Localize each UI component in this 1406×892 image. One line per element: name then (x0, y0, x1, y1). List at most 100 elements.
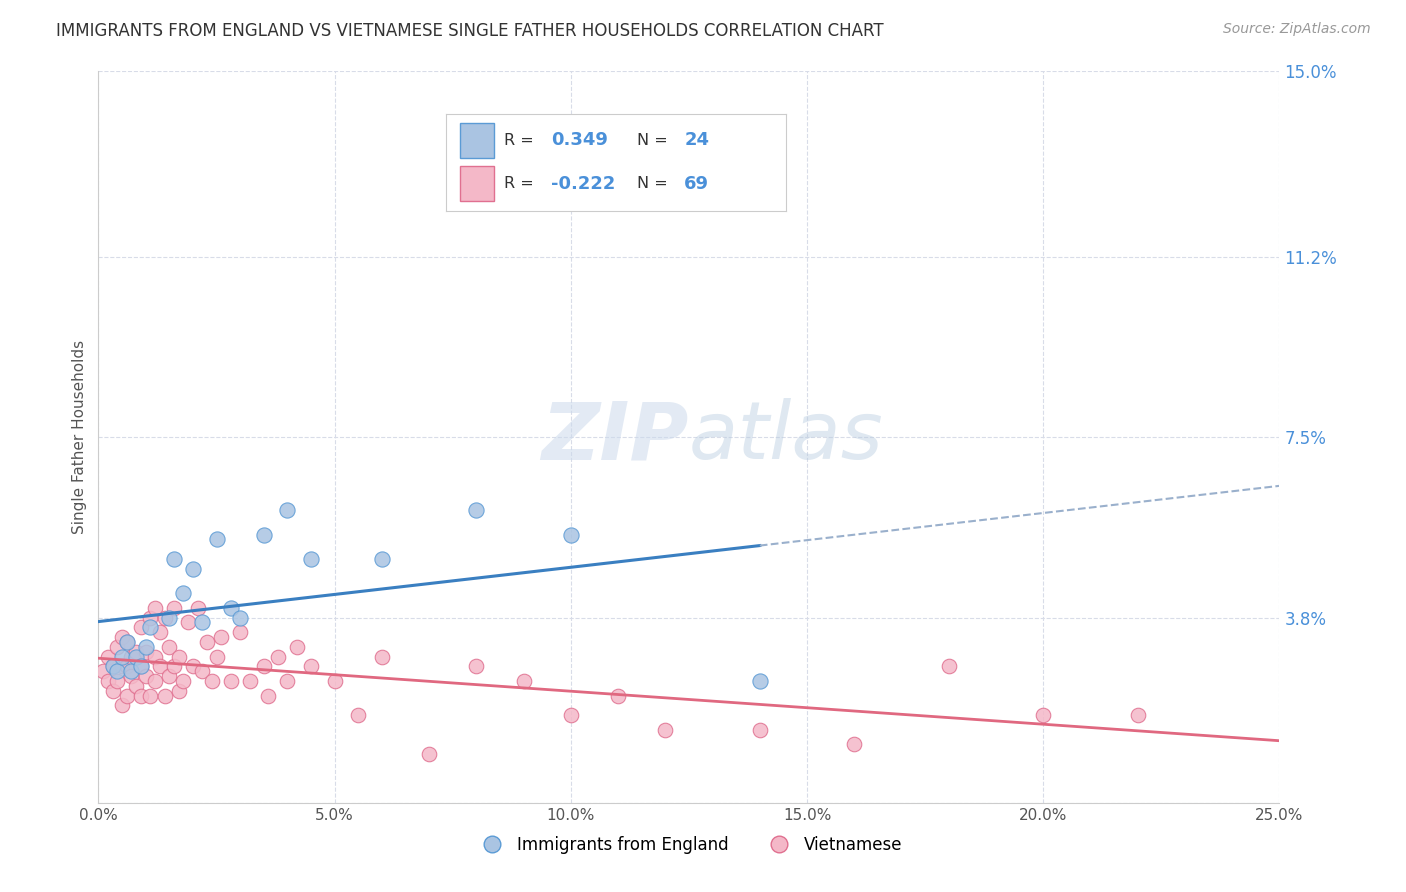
Point (209, 630, 232, 644)
Point (143, 600, 166, 615)
Point (172, 586, 194, 600)
Text: 69: 69 (685, 175, 709, 193)
Text: 24: 24 (685, 131, 709, 149)
Point (143, 649, 166, 664)
Point (205, 533, 228, 547)
Point (229, 610, 252, 624)
Point (115, 635, 138, 649)
Point (285, 640, 308, 654)
Point (267, 649, 290, 664)
Point (135, 640, 157, 654)
Point (97, 673, 120, 688)
Point (219, 673, 242, 688)
Point (167, 649, 190, 664)
Point (115, 659, 138, 673)
Point (125, 649, 148, 664)
Point (195, 635, 218, 649)
Point (149, 659, 172, 673)
Text: IMMIGRANTS FROM ENGLAND VS VIETNAMESE SINGLE FATHER HOUSEHOLDS CORRELATION CHART: IMMIGRANTS FROM ENGLAND VS VIETNAMESE SI… (56, 22, 884, 40)
Point (201, 673, 224, 688)
Point (560, 708, 582, 723)
Point (748, 723, 770, 737)
Point (115, 689, 138, 703)
Text: 0.349: 0.349 (551, 131, 609, 149)
Point (167, 683, 190, 698)
Point (129, 620, 152, 634)
Point (121, 664, 143, 678)
Point (239, 673, 262, 688)
Point (111, 649, 134, 664)
Point (418, 747, 440, 761)
Text: ZIP: ZIP (541, 398, 689, 476)
Point (347, 708, 370, 723)
Point (101, 659, 124, 673)
Point (465, 503, 488, 517)
Point (181, 659, 204, 673)
Point (299, 659, 322, 673)
Point (139, 620, 162, 634)
Point (139, 610, 162, 624)
Point (181, 562, 204, 576)
Point (163, 659, 186, 673)
Point (1126, 708, 1149, 723)
Point (371, 649, 394, 664)
Point (299, 552, 322, 566)
Text: Source: ZipAtlas.com: Source: ZipAtlas.com (1223, 22, 1371, 37)
Point (139, 689, 162, 703)
Point (157, 610, 180, 624)
Point (135, 669, 157, 683)
Point (512, 673, 534, 688)
Point (654, 723, 676, 737)
Point (97, 649, 120, 664)
Text: atlas: atlas (689, 398, 884, 476)
Point (560, 527, 582, 541)
Text: N =: N = (637, 133, 672, 148)
Bar (460, 123, 494, 158)
Point (121, 669, 143, 683)
Point (219, 600, 242, 615)
Point (844, 737, 866, 751)
Text: R =: R = (503, 176, 538, 191)
Point (205, 649, 228, 664)
Point (229, 625, 252, 640)
Point (111, 659, 134, 673)
Point (163, 600, 186, 615)
Point (323, 673, 346, 688)
Point (1032, 708, 1054, 723)
Point (465, 659, 488, 673)
Point (276, 503, 298, 517)
Point (157, 640, 180, 654)
Point (143, 673, 166, 688)
Point (748, 673, 770, 688)
Text: N =: N = (637, 176, 672, 191)
Point (129, 689, 152, 703)
Point (121, 649, 143, 664)
Point (105, 664, 128, 678)
Point (607, 689, 630, 703)
Point (101, 659, 124, 673)
Point (105, 673, 128, 688)
Y-axis label: Single Father Households: Single Father Households (72, 340, 87, 534)
Point (163, 552, 186, 566)
Point (129, 659, 152, 673)
Point (191, 615, 214, 630)
Point (938, 659, 960, 673)
Point (105, 640, 128, 654)
Point (177, 615, 200, 630)
Point (153, 610, 176, 624)
Point (129, 659, 152, 673)
Point (91, 664, 114, 678)
Point (111, 630, 134, 644)
Point (191, 664, 214, 678)
Point (125, 645, 148, 659)
Point (115, 635, 138, 649)
Text: -0.222: -0.222 (551, 175, 616, 193)
Point (187, 600, 209, 615)
Point (111, 698, 134, 713)
Point (276, 673, 298, 688)
Point (257, 689, 280, 703)
Legend: Immigrants from England, Vietnamese: Immigrants from England, Vietnamese (468, 829, 910, 860)
Point (253, 659, 276, 673)
Point (101, 683, 124, 698)
Point (125, 679, 148, 693)
